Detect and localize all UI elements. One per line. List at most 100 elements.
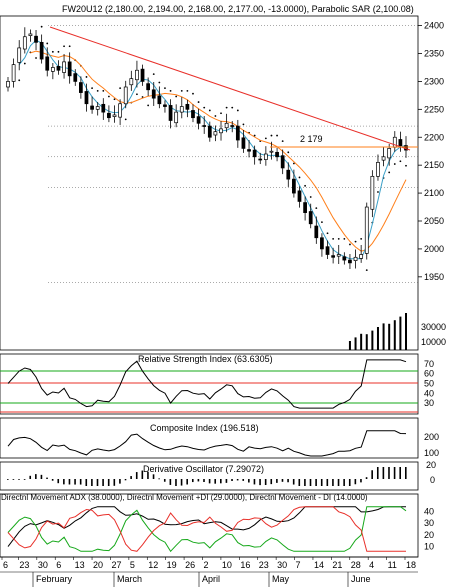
sar-dot [292, 162, 295, 165]
derivative-bar [343, 479, 345, 486]
derivative-bar [298, 479, 301, 486]
volume-tick-label: 30000 [421, 322, 446, 332]
candle [101, 98, 106, 120]
date-tick-label: 27 [111, 560, 121, 570]
month-label: March [117, 574, 142, 584]
derivative-bar [130, 476, 132, 479]
price-y-tick-label: 2100 [424, 188, 444, 198]
sar-dot [108, 95, 110, 98]
price-y-tick-label: 2050 [424, 216, 444, 226]
candle [67, 52, 72, 84]
volume-bar [360, 333, 363, 350]
derivative-bar [35, 474, 37, 479]
sar-dot [281, 140, 284, 143]
derivative-bar [253, 479, 256, 485]
derivative-bar [382, 467, 385, 479]
candle [398, 131, 403, 152]
candle-body [252, 149, 257, 158]
price-y-tick-label: 2150 [424, 160, 444, 170]
candle-body [45, 56, 50, 71]
derivative-panel-frame [0, 461, 419, 491]
derivative-bar [85, 479, 88, 486]
sar-dot [214, 115, 217, 117]
candle-body [381, 156, 386, 161]
candle-body [112, 114, 117, 117]
derivative-bar [141, 470, 144, 479]
minus-di-line [7, 506, 406, 552]
dmi-panel: Directnl Movement ADX (38.0000), Directn… [0, 493, 434, 558]
sar-dot [85, 76, 88, 78]
candle-body [359, 254, 364, 259]
sar-dot [192, 92, 194, 95]
candle-body [348, 259, 352, 264]
date-tick-label: 6 [56, 560, 61, 570]
derivative-bar [135, 472, 138, 479]
candle-body [151, 89, 156, 99]
price-panel-title: FW20U12 (2,180.00, 2,194.00, 2,168.00, 2… [62, 4, 414, 14]
sar-dot [360, 237, 363, 240]
candle-body [73, 73, 78, 82]
volume-bar [376, 327, 379, 350]
candle [168, 99, 173, 129]
candle [269, 141, 274, 160]
derivative-bar [180, 479, 183, 486]
candle-body [168, 105, 173, 121]
month-label: May [272, 574, 290, 584]
rsi-panel-title: Relative Strength Index (63.6305) [138, 354, 273, 364]
candle-body [303, 202, 307, 213]
derivative-bar [371, 470, 373, 479]
derivative-bar [57, 479, 60, 484]
derivative-tick-20: 20 [426, 460, 436, 470]
candle [151, 81, 156, 106]
sar-dot [23, 62, 26, 65]
derivative-bar [276, 479, 278, 483]
candle-body [308, 211, 313, 225]
date-tick-label: 4 [369, 560, 374, 570]
volume-bar [371, 330, 374, 350]
candle-body [84, 91, 89, 105]
candle-body [258, 158, 263, 161]
candle [370, 170, 375, 218]
candle-body [39, 41, 44, 60]
derivative-bar [191, 479, 194, 483]
price-y-tick-label: 1950 [424, 272, 444, 282]
candle [247, 140, 251, 158]
sar-dot [68, 45, 71, 48]
candle-body [185, 103, 190, 110]
derivative-bar [236, 479, 239, 481]
date-tick-label: 20 [93, 560, 103, 570]
derivative-bar [51, 479, 54, 481]
candle [392, 131, 397, 152]
sar-dot [354, 240, 357, 243]
candle-body [224, 122, 229, 129]
derivative-bar [264, 479, 267, 485]
rsi-y-tick-label: 60 [424, 369, 434, 379]
price-y-tick-label: 2200 [424, 132, 444, 142]
sar-dot [309, 196, 312, 198]
derivative-bar [225, 479, 228, 483]
date-tick-label: 12 [148, 560, 158, 570]
candle [213, 125, 218, 142]
date-tick-label: 6 [3, 560, 8, 570]
candle [320, 233, 324, 257]
date-tick-label: 23 [259, 560, 269, 570]
candle-body [56, 65, 61, 71]
derivative-bar [309, 479, 312, 486]
candle [6, 76, 10, 92]
derivative-bar [163, 479, 166, 482]
derivative-bar [40, 474, 43, 479]
derivative-bar [405, 467, 407, 479]
derivative-bar [354, 479, 357, 485]
sar-dot [119, 87, 122, 90]
date-tick-labels: 6 23 30 6 13 20 27 5 12 19 26 2 10 16 23 30 7 14 21 28 4 11 18 [1, 557, 416, 570]
derivative-bar [360, 479, 362, 483]
derivative-bar [147, 471, 149, 479]
candle [280, 149, 285, 175]
sar-dot [332, 237, 335, 240]
sar-dot [315, 207, 318, 210]
candle [348, 253, 352, 270]
sar-dot [40, 25, 43, 28]
sar-dot [388, 171, 391, 174]
